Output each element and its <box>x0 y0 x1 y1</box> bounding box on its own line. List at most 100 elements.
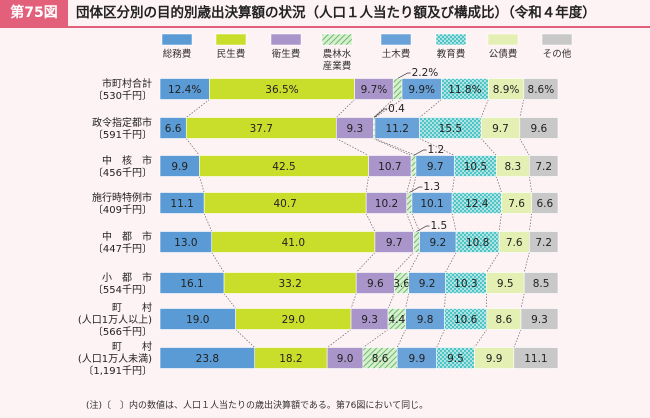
data-label: 9.6 <box>367 278 384 290</box>
data-label: 10.2 <box>375 198 398 210</box>
welfare-legend-swatch <box>215 33 247 46</box>
data-label: 7.2 <box>535 161 552 173</box>
data-label: 18.2 <box>279 353 302 365</box>
data-label: 9.9 <box>409 353 426 365</box>
data-label: 8.3 <box>504 161 521 173</box>
connector-line <box>374 99 403 118</box>
callout-label: 2.2% <box>412 67 439 79</box>
figure-header: 第75図 団体区分別の目的別歳出決算額の状況（人口１人当たり額及び構成比）（令和… <box>0 0 650 28</box>
connector-line <box>373 138 412 156</box>
data-label: 11.8% <box>448 84 481 96</box>
data-label: 9.7% <box>361 84 388 96</box>
connector-line <box>513 329 522 348</box>
connector-line <box>411 213 420 232</box>
category-label: 町 村 <box>112 340 152 353</box>
connector-line <box>365 213 376 232</box>
legend-label: 衛生費 <box>272 48 301 60</box>
legend-label: 総務費 <box>163 48 192 60</box>
data-label: 42.5 <box>272 161 295 173</box>
connector-line <box>374 138 417 156</box>
connector-line <box>186 99 210 118</box>
connector-line <box>408 252 420 273</box>
data-label: 15.5 <box>439 123 462 135</box>
category-label: 中 核 市 <box>102 154 152 167</box>
callout-label: 0.4 <box>388 103 405 115</box>
connector-line <box>528 213 533 232</box>
data-label: 16.1 <box>180 278 203 290</box>
legend-label: 教育費 <box>437 48 466 60</box>
general-legend-swatch <box>161 33 193 46</box>
connector-line <box>396 329 406 348</box>
connector-line <box>480 138 497 156</box>
connector-line <box>451 176 455 193</box>
data-label: 9.0 <box>337 353 354 365</box>
connector-line <box>519 99 525 118</box>
callout-leader-line <box>416 225 430 232</box>
category-label: 町 村 <box>112 301 152 314</box>
callout-leader-line <box>373 108 388 118</box>
connector-line <box>480 99 489 118</box>
data-label: 9.9 <box>171 161 188 173</box>
connector-line <box>519 138 530 156</box>
data-label: 10.8 <box>466 237 489 249</box>
legend-label-line2: 産業費 <box>323 60 352 72</box>
connector-line <box>528 176 533 193</box>
connector-line <box>436 329 445 348</box>
data-label: 10.3 <box>454 278 477 290</box>
category-sublabel: 〔530千円〕 <box>93 90 152 102</box>
data-label: 7.6 <box>506 237 523 249</box>
data-label: 40.7 <box>273 198 296 210</box>
connector-line <box>444 293 446 309</box>
other-legend-swatch <box>541 33 573 46</box>
figure-number-badge: 第75図 <box>0 0 68 26</box>
figure-title: 団体区分別の目的別歳出決算額の状況（人口１人当たり額及び構成比）（令和４年度） <box>76 5 596 21</box>
data-label: 10.6 <box>454 314 478 326</box>
category-sublabel: 〔456千円〕 <box>93 167 152 179</box>
bar-segment <box>406 192 413 214</box>
data-label: 8.6 <box>372 353 389 365</box>
data-label: 9.8 <box>417 314 434 326</box>
data-label: 9.2 <box>429 237 446 249</box>
bar-segment <box>529 155 559 177</box>
data-label: 6.6 <box>165 123 182 135</box>
data-label: 8.6% <box>528 84 555 96</box>
connector-line <box>336 138 369 156</box>
data-label: 11.1 <box>524 353 547 365</box>
connector-line <box>365 176 369 193</box>
callout-leader-line <box>397 72 411 79</box>
data-label: 7.6 <box>508 198 525 210</box>
connector-line <box>362 329 389 348</box>
data-label: 3.6 <box>393 278 410 290</box>
bar-segment <box>513 347 559 369</box>
callout-label: 1.5 <box>431 220 448 232</box>
data-label: 37.7 <box>250 123 273 135</box>
footnote: (注)〔 〕内の数値は、人口１人当たりの歳出決算額である。第76図において同じ。 <box>86 401 429 411</box>
bar-segment <box>410 155 417 177</box>
data-label: 4.4 <box>388 314 405 326</box>
bar-segment <box>520 308 559 330</box>
connector-line <box>387 293 395 309</box>
bar-segment <box>392 78 403 100</box>
legend-label: その他 <box>543 48 572 60</box>
legend-label: 公債費 <box>489 48 518 60</box>
data-label: 33.2 <box>278 278 301 290</box>
data-label: 13.0 <box>174 237 197 249</box>
category-label: 市町村合計 <box>102 77 152 90</box>
data-label: 9.5 <box>447 353 464 365</box>
connector-line <box>350 293 357 309</box>
connector-line <box>336 99 355 118</box>
callout-leader-line <box>413 149 427 156</box>
connector-line <box>203 213 213 232</box>
data-label: 9.5 <box>497 278 514 290</box>
data-label: 9.7 <box>492 123 509 135</box>
data-label: 9.3 <box>346 123 363 135</box>
category-sublabel: 〔554千円〕 <box>93 284 152 296</box>
header-rule <box>0 26 650 28</box>
data-label: 41.0 <box>282 237 305 249</box>
data-label: 9.7 <box>386 237 403 249</box>
legend-label: 農林水 <box>323 48 352 60</box>
health-legend-swatch <box>270 33 302 46</box>
connector-line <box>211 252 225 273</box>
bar-segment <box>413 231 420 253</box>
connector-line <box>419 99 442 118</box>
